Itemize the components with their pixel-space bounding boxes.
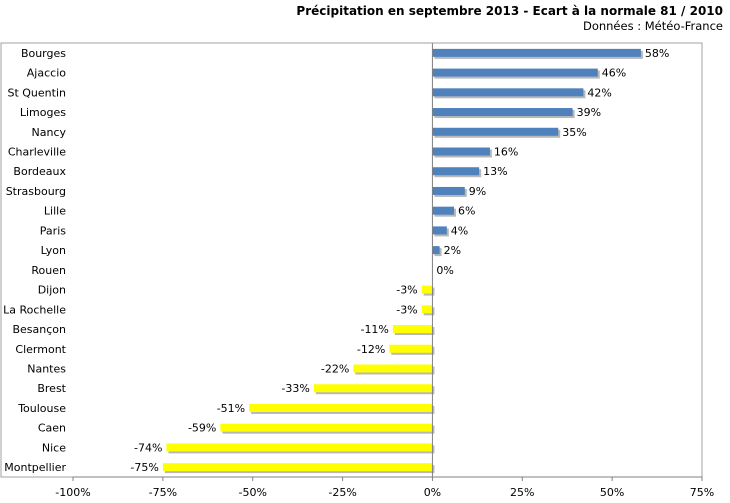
data-label: 4% xyxy=(451,224,468,237)
bar xyxy=(313,384,433,393)
bar xyxy=(432,226,447,235)
bar xyxy=(432,246,440,255)
category-label: Clermont xyxy=(15,343,66,356)
category-label: Nancy xyxy=(32,126,67,139)
x-tick-label: -75% xyxy=(149,486,177,499)
data-label: 58% xyxy=(645,47,669,60)
category-label: Lyon xyxy=(41,244,66,257)
data-label: -51% xyxy=(217,402,245,415)
x-tick-label: -100% xyxy=(55,486,90,499)
data-label: 16% xyxy=(494,146,518,159)
x-tick-label: 0% xyxy=(424,486,441,499)
data-label: 42% xyxy=(587,86,611,99)
category-labels: Bourges Ajaccio St Quentin Limoges Nancy Char… xyxy=(3,47,67,474)
data-label: 13% xyxy=(483,165,507,178)
data-label: 35% xyxy=(562,126,586,139)
bar xyxy=(389,344,433,353)
category-label: Dijon xyxy=(38,284,66,297)
x-tick-label: -25% xyxy=(328,486,356,499)
x-tick-label: -50% xyxy=(239,486,267,499)
data-label: -74% xyxy=(134,441,162,454)
bars-group xyxy=(162,48,643,474)
category-label: Limoges xyxy=(20,106,66,119)
category-label: Montpellier xyxy=(4,461,66,474)
category-label: Brest xyxy=(37,382,66,395)
data-label: -75% xyxy=(130,461,158,474)
category-label: Bourges xyxy=(21,47,66,60)
bar xyxy=(249,403,433,412)
category-label: Lille xyxy=(44,205,66,218)
category-label: Toulouse xyxy=(17,402,66,415)
x-tick-label: 25% xyxy=(510,486,534,499)
x-tick-label: 50% xyxy=(600,486,624,499)
category-label: Ajaccio xyxy=(27,67,66,80)
data-label: -33% xyxy=(281,382,309,395)
data-label: 6% xyxy=(458,205,475,218)
bar xyxy=(432,88,584,97)
bar xyxy=(432,48,641,57)
category-label: Nantes xyxy=(27,363,66,376)
category-label: La Rochelle xyxy=(3,303,66,316)
data-label: -3% xyxy=(396,284,417,297)
category-label: Paris xyxy=(40,224,66,237)
data-label: 9% xyxy=(469,185,486,198)
data-label: -59% xyxy=(188,422,216,435)
category-label: Nice xyxy=(42,441,66,454)
category-label: Bordeaux xyxy=(13,165,66,178)
bar xyxy=(432,206,454,215)
bar xyxy=(220,423,433,432)
category-label: Besançon xyxy=(12,323,66,336)
data-label: -12% xyxy=(357,343,385,356)
data-label: -3% xyxy=(396,303,417,316)
bar xyxy=(162,463,433,472)
value-labels: 58% 46% 42% 39% 35% 16% 13% 9% 6% 4% 2% 0% -3% -3% -11… xyxy=(130,47,669,474)
data-label: -11% xyxy=(360,323,388,336)
bar xyxy=(432,186,465,195)
category-label: Charleville xyxy=(8,146,66,159)
chart-subtitle: Données : Météo-France xyxy=(583,19,723,33)
bar xyxy=(432,167,480,176)
category-label: Strasbourg xyxy=(6,185,66,198)
bar xyxy=(432,108,573,117)
chart-title: Précipitation en septembre 2013 - Ecart … xyxy=(296,4,723,18)
bar xyxy=(432,127,559,136)
bar xyxy=(166,443,433,452)
data-label: -22% xyxy=(321,363,349,376)
bar xyxy=(392,325,433,334)
category-label: St Quentin xyxy=(7,86,66,99)
bar xyxy=(432,68,598,77)
data-label: 0% xyxy=(436,264,453,277)
bar xyxy=(353,364,433,373)
bar xyxy=(432,147,490,156)
category-label: Rouen xyxy=(31,264,66,277)
data-label: 2% xyxy=(444,244,461,257)
bar xyxy=(421,285,433,294)
axes: -100% -75% -50% -25% 0% 25% 50% 75% xyxy=(55,43,714,499)
bar xyxy=(421,305,433,314)
category-label: Caen xyxy=(38,422,66,435)
data-label: 46% xyxy=(602,67,626,80)
data-label: 39% xyxy=(577,106,601,119)
x-tick-label: 75% xyxy=(690,486,714,499)
